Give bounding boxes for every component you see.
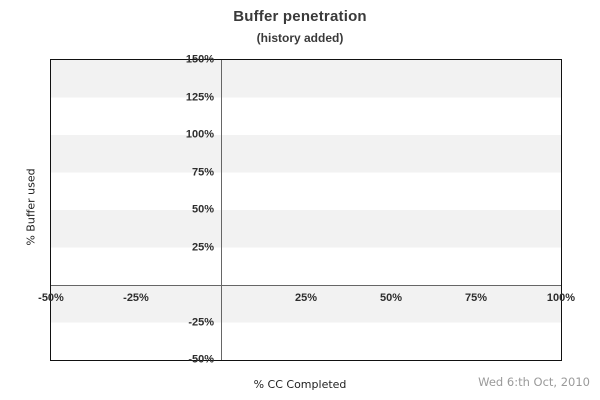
y-tick-label: -50% xyxy=(188,353,215,366)
y-tick-label: 75% xyxy=(191,166,215,178)
y-tick-label: 150% xyxy=(185,53,215,66)
y-tick-label: -25% xyxy=(188,316,215,328)
date-stamp: Wed 6:th Oct, 2010 xyxy=(478,375,590,389)
background-bands xyxy=(51,60,561,360)
chart-subtitle: (history added) xyxy=(256,31,344,45)
x-tick-label: 100% xyxy=(546,292,576,304)
plot-area: 150% 125% 100% 75% 50% 25% -25% -50% -50% -25% 25%… xyxy=(38,54,575,365)
x-tick-label: -50% xyxy=(38,292,64,304)
x-axis-line xyxy=(51,285,561,286)
x-tick-label: 50% xyxy=(379,292,403,304)
x-axis-title: % CC Completed xyxy=(253,378,347,391)
x-tick-label: 25% xyxy=(294,292,318,304)
chart-title: Buffer penetration xyxy=(233,8,367,25)
x-tick-label: 75% xyxy=(464,292,488,304)
y-tick-label: 125% xyxy=(185,91,215,103)
y-axis-line xyxy=(221,60,222,360)
y-tick-label: 25% xyxy=(191,241,215,253)
y-tick-label: 50% xyxy=(191,203,215,216)
y-tick-label: 100% xyxy=(185,128,215,141)
y-axis-title: % Buffer used xyxy=(24,168,38,246)
x-tick-label: -25% xyxy=(123,292,149,304)
